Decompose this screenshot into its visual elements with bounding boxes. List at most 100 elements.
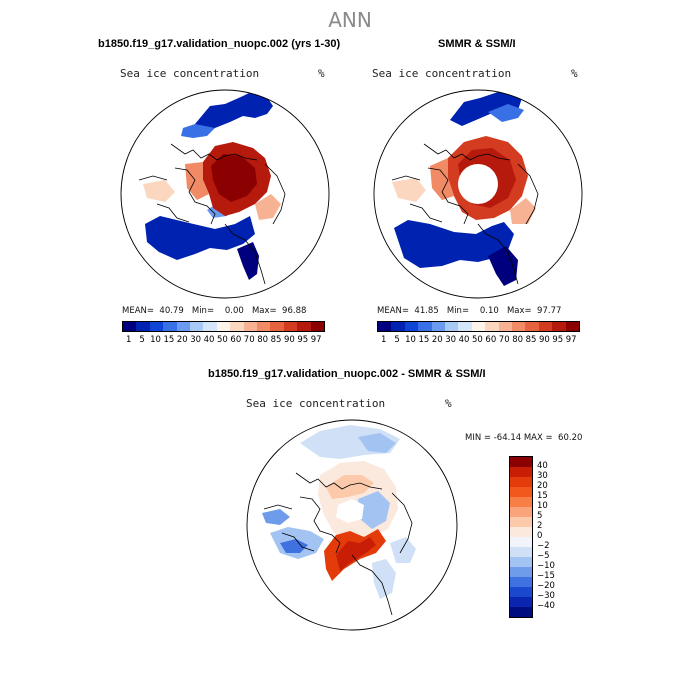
diff-colorbar-swatch: [510, 477, 532, 487]
diff-labrador-neg: [372, 559, 396, 599]
model-ice-marginal-2: [255, 194, 281, 220]
obs-colorbar-tick: 70: [498, 335, 510, 345]
obs-colorbar-swatch: [391, 322, 405, 331]
obs-colorbar-tick: 80: [512, 335, 524, 345]
model-colorbar-tick: 10: [150, 335, 161, 345]
model-colorbar-swatch: [230, 322, 244, 331]
obs-colorbar-swatch: [458, 322, 472, 331]
model-colorbar-tick: 5: [139, 335, 145, 345]
model-ice-labrador: [237, 242, 259, 280]
diff-colorbar-tick: 2: [537, 521, 543, 531]
diff-colorbar-swatch: [510, 557, 532, 567]
obs-units-label: %: [571, 67, 578, 80]
diff-colorbar-tick: 5: [537, 511, 543, 521]
diff-colorbar-swatch: [510, 527, 532, 537]
obs-colorbar-tick: 10: [405, 335, 416, 345]
obs-colorbar-swatch: [471, 322, 486, 331]
obs-mean-value: 41.85: [414, 306, 439, 316]
model-stats: MEAN= 40.79 Min= 0.00 Max= 96.88: [122, 306, 306, 316]
diff-colorbar-swatch: [510, 567, 532, 577]
model-mean-label: MEAN=: [122, 306, 154, 316]
model-ice-core-inner: [211, 154, 257, 202]
obs-colorbar-swatch: [565, 322, 580, 331]
model-ice-atlantic: [145, 216, 255, 260]
model-colorbar-tick: 90: [283, 335, 295, 345]
obs-colorbar-tick: 60: [485, 335, 497, 345]
diff-colorbar-swatch: [510, 537, 532, 547]
model-ice-pacific: [195, 90, 273, 132]
diff-arctic-blue: [358, 491, 390, 529]
model-ice-pacific-edge: [181, 124, 215, 138]
model-max-value: 96.88: [282, 306, 307, 316]
obs-colorbar: [377, 321, 580, 332]
diff-colorbar-tick: 30: [537, 471, 548, 481]
obs-max-value: 97.77: [537, 306, 562, 316]
diff-colorbar-tick: −20: [537, 581, 555, 591]
model-colorbar-tick: 95: [297, 335, 309, 345]
diff-colorbar-tick: −30: [537, 591, 555, 601]
diff-colorbar-tick: 40: [537, 461, 548, 471]
diff-colorbar-swatch: [510, 597, 532, 607]
obs-min-value: 0.10: [479, 306, 499, 316]
diff-colorbar-swatch: [510, 497, 532, 507]
model-colorbar-swatch: [163, 322, 177, 331]
diff-colorbar-swatch: [510, 587, 532, 597]
diff-bering-neg: [262, 509, 290, 525]
diff-colorbar-tick: 10: [537, 501, 548, 511]
diff-min-value: -64.14: [493, 433, 522, 443]
model-colorbar-swatch: [297, 322, 311, 331]
diff-hudson-neg: [390, 537, 416, 563]
model-colorbar-swatch: [257, 322, 271, 331]
obs-colorbar-swatch: [445, 322, 459, 331]
obs-colorbar-swatch: [431, 322, 446, 331]
model-colorbar-tick: 20: [176, 335, 188, 345]
obs-colorbar-swatch: [418, 322, 432, 331]
diff-stats: MIN = -64.14 MAX = 60.20: [465, 433, 582, 443]
diff-map: [246, 419, 458, 631]
model-colorbar-swatch: [123, 322, 137, 331]
obs-colorbar-swatch: [404, 322, 419, 331]
model-colorbar-swatch: [136, 322, 150, 331]
diff-max-value: 60.20: [558, 433, 583, 443]
obs-colorbar-tick: 5: [394, 335, 400, 345]
obs-ice-marginal: [430, 158, 454, 200]
diff-colorbar-swatch: [510, 487, 532, 497]
diff-colorbar-swatch: [510, 457, 532, 467]
model-min-label: Min=: [191, 306, 215, 316]
model-colorbar-tick: 15: [163, 335, 175, 345]
obs-colorbar-tick: 30: [445, 335, 457, 345]
diff-colorbar-swatch: [510, 467, 532, 477]
season-title: ANN: [328, 8, 372, 32]
diff-pole-hole: [336, 499, 364, 523]
model-colorbar-swatch: [270, 322, 284, 331]
obs-colorbar-tick: 95: [552, 335, 564, 345]
obs-panel-title: SMMR & SSM/I: [438, 38, 516, 50]
obs-colorbar-tick: 50: [472, 335, 483, 345]
diff-atlantic-neg-2: [280, 539, 308, 553]
obs-variable-label: Sea ice concentration: [372, 67, 512, 80]
model-colorbar: [122, 321, 325, 332]
obs-colorbar-tick: 15: [418, 335, 430, 345]
diff-colorbar-swatch: [510, 517, 532, 527]
model-colorbar-ticks: 1 5 10 15 20 30 40 50 60 70 80 85 90 95 97: [122, 335, 323, 345]
model-colorbar-swatch: [243, 322, 258, 331]
model-colorbar-tick: 70: [243, 335, 255, 345]
obs-stats: MEAN= 41.85 Min= 0.10 Max= 97.77: [377, 306, 561, 316]
model-colorbar-tick: 50: [217, 335, 228, 345]
diff-units-label: %: [445, 397, 452, 410]
obs-ice-pacific-edge: [488, 104, 524, 122]
model-ice-marginal: [185, 162, 209, 200]
model-min-value: 0.00: [224, 306, 244, 316]
diff-colorbar-tick: 0: [537, 531, 543, 541]
diff-min-label: MIN =: [465, 433, 492, 443]
model-ice-light: [143, 180, 175, 202]
obs-colorbar-swatch: [538, 322, 553, 331]
diff-panel-title: b1850.f19_g17.validation_nuopc.002 - SMM…: [208, 368, 486, 380]
obs-ice-labrador: [488, 246, 518, 286]
model-colorbar-swatch: [190, 322, 204, 331]
model-colorbar-tick: 80: [257, 335, 269, 345]
obs-colorbar-tick: 85: [525, 335, 537, 345]
diff-colorbar-tick: −2: [537, 541, 550, 551]
obs-colorbar-swatch: [552, 322, 566, 331]
diff-variable-label: Sea ice concentration: [246, 397, 386, 410]
